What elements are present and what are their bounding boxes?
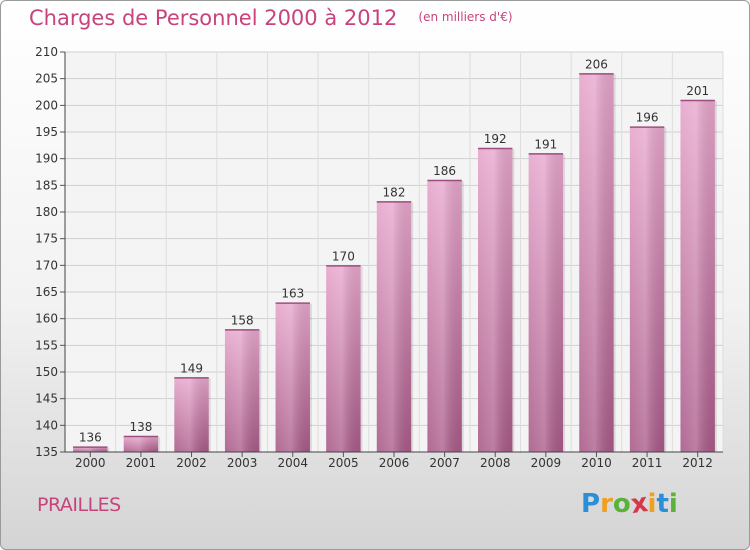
logo-letter: t (656, 489, 669, 519)
x-tick-label: 2002 (176, 456, 207, 470)
bar-highlight (376, 201, 412, 452)
value-label: 182 (383, 185, 406, 199)
x-tick-label: 2004 (277, 456, 308, 470)
y-tick-label: 145 (35, 392, 58, 406)
y-tick-label: 160 (35, 312, 58, 326)
bar-highlight (680, 100, 715, 452)
y-tick-label: 140 (35, 418, 58, 432)
y-tick-label: 190 (35, 152, 58, 166)
y-tick-label: 185 (35, 178, 58, 192)
proxiti-logo[interactable]: Proxiti (581, 487, 678, 521)
value-label: 136 (79, 431, 102, 445)
logo-letter: P (581, 489, 601, 519)
logo-letter: x (628, 487, 650, 521)
bar-highlight (174, 377, 209, 452)
y-tick-label: 170 (35, 258, 58, 272)
bar-highlight (326, 265, 361, 452)
x-tick-label: 2011 (632, 456, 663, 470)
bars-layer: 136 138 149 158 163 170 182 186 192 191 206 196 201 (73, 57, 717, 453)
y-tick-label: 165 (35, 285, 58, 299)
bar-highlight (579, 73, 614, 452)
x-tick-label: 2012 (682, 456, 713, 470)
y-tick-label: 200 (35, 98, 58, 112)
title-line: Charges de Personnel 2000 à 2012 (en mil… (29, 6, 513, 30)
bar-highlight (427, 180, 462, 452)
bar-highlight (629, 126, 665, 453)
y-tick-label: 195 (35, 125, 58, 139)
bar-highlight (528, 153, 564, 453)
y-tick-label: 150 (35, 365, 58, 379)
y-tick-label: 155 (35, 338, 58, 352)
x-tick-label: 2001 (126, 456, 157, 470)
value-label: 192 (484, 132, 507, 146)
y-tick-label: 175 (35, 232, 58, 246)
logo-letter: r (600, 489, 613, 519)
x-tick-label: 2009 (531, 456, 562, 470)
chart-subtitle: (en milliers d'€) (418, 10, 513, 24)
value-label: 163 (281, 287, 304, 301)
x-tick-label: 2008 (480, 456, 511, 470)
logo-letter: o (612, 489, 631, 519)
x-tick-label: 2007 (429, 456, 460, 470)
value-label: 149 (180, 361, 203, 375)
y-tick-label: 205 (35, 72, 58, 86)
bar-highlight (275, 302, 310, 452)
y-tick-label: 210 (35, 45, 58, 59)
logo-letter: i (647, 489, 657, 519)
value-label: 206 (585, 57, 608, 71)
bar-highlight (123, 436, 159, 452)
y-tick-label: 180 (35, 205, 58, 219)
x-tick-label: 2000 (75, 456, 106, 470)
value-label: 196 (636, 111, 659, 125)
value-label: 138 (129, 420, 152, 434)
value-label: 186 (433, 164, 456, 178)
x-tick-label: 2010 (581, 456, 612, 470)
y-tick-label: 135 (35, 445, 58, 459)
value-label: 191 (534, 137, 557, 151)
logo-letter: i (668, 489, 678, 519)
bar-highlight (73, 446, 108, 452)
bar-highlight (224, 329, 260, 452)
chart-title: Charges de Personnel 2000 à 2012 (29, 6, 398, 30)
x-tick-label: 2003 (227, 456, 258, 470)
value-label: 201 (686, 84, 709, 98)
place-name: PRAILLES (37, 494, 121, 516)
value-label: 158 (231, 313, 254, 327)
x-tick-label: 2006 (379, 456, 410, 470)
x-tick-label: 2005 (328, 456, 359, 470)
axis-layer: 135 140 145 150 155 160 165 170 175 180 185 190 195 2… (35, 45, 723, 470)
value-label: 170 (332, 249, 355, 263)
bar-highlight (478, 148, 513, 452)
